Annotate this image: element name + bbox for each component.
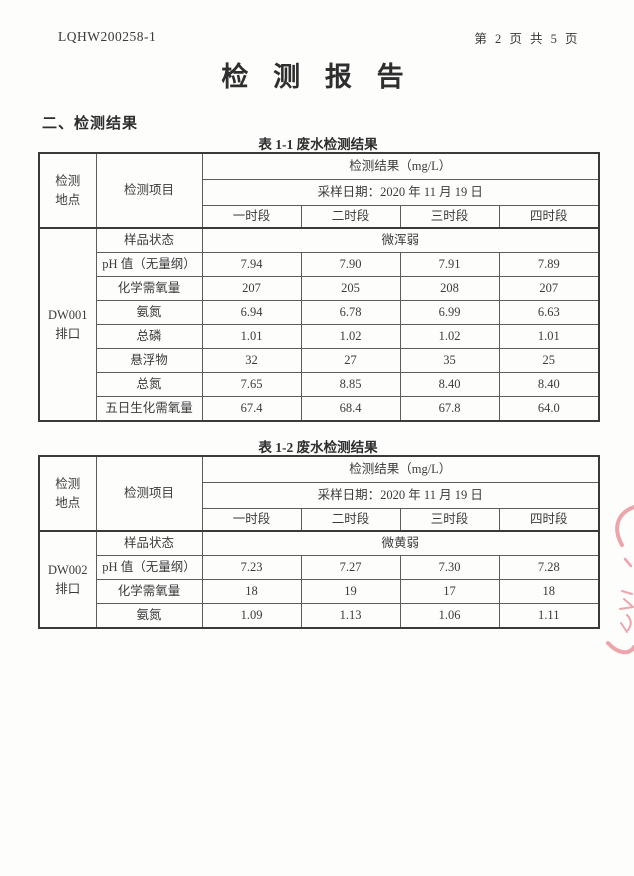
- header-cell-location: 检测地点: [38, 455, 97, 532]
- value-cell: 18: [201, 579, 302, 604]
- table-row: 总磷 1.01 1.02 1.02 1.01: [39, 324, 600, 349]
- value-cell: 6.94: [201, 300, 302, 325]
- item-cell: 悬浮物: [95, 348, 203, 373]
- table-1-2: 检测地点 检测项目 检测结果（mg/L） 采样日期：2020 年 11 月 19…: [38, 455, 601, 629]
- value-cell: 19: [300, 579, 401, 604]
- value-cell: 64.0: [498, 396, 600, 422]
- value-cell: 1.02: [399, 324, 500, 349]
- table-row: pH 值（无量纲） 7.23 7.27 7.30 7.28: [39, 555, 600, 580]
- value-cell: 32: [201, 348, 302, 373]
- section-heading: 二、检测结果: [42, 116, 139, 132]
- header-cell-period-2: 二时段: [300, 508, 401, 532]
- header-cell-item: 检测项目: [95, 152, 203, 229]
- red-stamp-fragment: [606, 505, 634, 655]
- value-cell: 208: [399, 276, 500, 301]
- header-cell-sampling-date: 采样日期：2020 年 11 月 19 日: [201, 179, 600, 206]
- header-cell-result: 检测结果（mg/L）: [201, 455, 600, 483]
- value-cell: 7.91: [399, 252, 500, 277]
- report-number: LQHW200258-1: [58, 29, 157, 44]
- header-cell-period-4: 四时段: [498, 205, 600, 229]
- page-indicator: 第 2 页 共 5 页: [474, 32, 580, 46]
- header-cell-item: 检测项目: [95, 455, 203, 532]
- item-cell: 化学需氧量: [95, 579, 203, 604]
- header-cell-period-1: 一时段: [201, 508, 302, 532]
- item-cell: 五日生化需氧量: [95, 396, 203, 422]
- value-cell: 1.01: [498, 324, 600, 349]
- header-cell-period-3: 三时段: [399, 508, 500, 532]
- location-label: DW002 排口: [47, 562, 88, 596]
- value-cell: 7.94: [201, 252, 302, 277]
- value-cell: 17: [399, 579, 500, 604]
- sample-state-value-cell: 微浑弱: [201, 227, 600, 253]
- value-cell: 1.09: [201, 603, 302, 629]
- item-cell: pH 值（无量纲）: [95, 555, 203, 580]
- sample-state-label-cell: 样品状态: [95, 530, 203, 556]
- value-cell: 68.4: [300, 396, 401, 422]
- value-cell: 8.85: [300, 372, 401, 397]
- value-cell: 7.23: [201, 555, 302, 580]
- header-cell-period-3: 三时段: [399, 205, 500, 229]
- header-cell-period-4: 四时段: [498, 508, 600, 532]
- value-cell: 7.65: [201, 372, 302, 397]
- header-cell-period-2: 二时段: [300, 205, 401, 229]
- sample-state-value-cell: 微黄弱: [201, 530, 600, 556]
- table-1-caption: 表 1-1 废水检测结果: [258, 137, 378, 152]
- value-cell: 7.27: [300, 555, 401, 580]
- location-label: DW001 排口: [47, 307, 88, 341]
- header-location-label: 检测地点: [55, 476, 81, 510]
- value-cell: 1.06: [399, 603, 500, 629]
- table-2-caption: 表 1-2 废水检测结果: [258, 440, 378, 455]
- header-cell-result: 检测结果（mg/L）: [201, 152, 600, 180]
- value-cell: 6.63: [498, 300, 600, 325]
- table-row: 五日生化需氧量 67.4 68.4 67.8 64.0: [39, 396, 600, 422]
- location-cell: DW002 排口: [38, 530, 97, 629]
- value-cell: 67.4: [201, 396, 302, 422]
- value-cell: 1.11: [498, 603, 600, 629]
- value-cell: 27: [300, 348, 401, 373]
- table-row: pH 值（无量纲） 7.94 7.90 7.91 7.89: [39, 252, 600, 277]
- value-cell: 1.13: [300, 603, 401, 629]
- report-title: 检 测 报 告: [221, 62, 413, 92]
- item-cell: 氨氮: [95, 603, 203, 629]
- location-cell: DW001 排口: [38, 227, 97, 422]
- value-cell: 8.40: [498, 372, 600, 397]
- value-cell: 7.28: [498, 555, 600, 580]
- item-cell: 氨氮: [95, 300, 203, 325]
- value-cell: 1.01: [201, 324, 302, 349]
- table-row: 总氮 7.65 8.85 8.40 8.40: [39, 372, 600, 397]
- value-cell: 1.02: [300, 324, 401, 349]
- item-cell: 总磷: [95, 324, 203, 349]
- sample-state-label-cell: 样品状态: [95, 227, 203, 253]
- value-cell: 8.40: [399, 372, 500, 397]
- value-cell: 6.78: [300, 300, 401, 325]
- table-1-1: 检测地点 检测项目 检测结果（mg/L） 采样日期：2020 年 11 月 19…: [38, 152, 601, 422]
- value-cell: 7.90: [300, 252, 401, 277]
- value-cell: 7.89: [498, 252, 600, 277]
- value-cell: 67.8: [399, 396, 500, 422]
- value-cell: 207: [498, 276, 600, 301]
- value-cell: 207: [201, 276, 302, 301]
- item-cell: 总氮: [95, 372, 203, 397]
- value-cell: 25: [498, 348, 600, 373]
- item-cell: 化学需氧量: [95, 276, 203, 301]
- table-row: 悬浮物 32 27 35 25: [39, 348, 600, 373]
- table-row: 化学需氧量 207 205 208 207: [39, 276, 600, 301]
- value-cell: 6.99: [399, 300, 500, 325]
- header-location-label: 检测地点: [55, 173, 81, 207]
- table-row: 氨氮 6.94 6.78 6.99 6.63: [39, 300, 600, 325]
- header-cell-location: 检测地点: [38, 152, 97, 229]
- value-cell: 7.30: [399, 555, 500, 580]
- value-cell: 35: [399, 348, 500, 373]
- table-row: 化学需氧量 18 19 17 18: [39, 579, 600, 604]
- header-cell-period-1: 一时段: [201, 205, 302, 229]
- header-cell-sampling-date: 采样日期：2020 年 11 月 19 日: [201, 482, 600, 509]
- value-cell: 205: [300, 276, 401, 301]
- value-cell: 18: [498, 579, 600, 604]
- item-cell: pH 值（无量纲）: [95, 252, 203, 277]
- table-row: 氨氮 1.09 1.13 1.06 1.11: [39, 603, 600, 629]
